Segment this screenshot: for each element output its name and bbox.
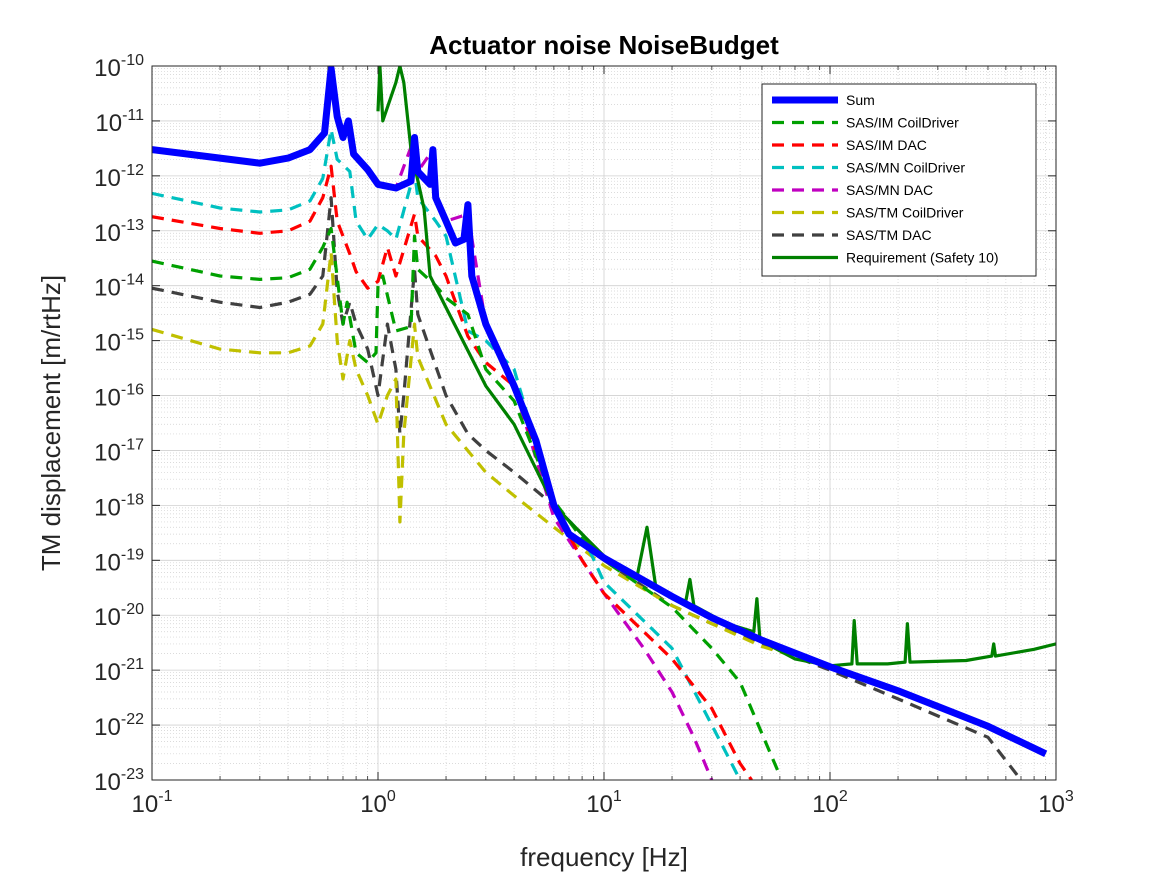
legend: Sum SAS/IM CoilDriver SAS/IM DAC SAS/MN Coi… [761, 83, 1037, 277]
y-tick-label-base: 10 [94, 714, 121, 741]
y-tick-label: 10-10 [94, 52, 144, 82]
y-tick-label: 10-20 [94, 601, 144, 631]
x-tick-label-exponent: 2 [839, 788, 848, 805]
x-tick-label: 100 [360, 788, 396, 818]
x-tick-label-base: 10 [360, 791, 387, 818]
y-tick-label-base: 10 [94, 220, 121, 247]
y-tick-label-exponent: -14 [121, 272, 144, 289]
x-tick-label-exponent: 1 [613, 788, 622, 805]
x-tick-label-base: 10 [1038, 791, 1065, 818]
y-tick-label-exponent: -22 [121, 711, 144, 728]
series-line-sas-im-dac [152, 164, 753, 780]
y-tick-label-base: 10 [94, 439, 121, 466]
legend-label: SAS/IM CoilDriver [846, 115, 959, 131]
y-tick-label-exponent: -10 [121, 52, 144, 69]
y-tick-label: 10-15 [94, 327, 144, 357]
y-tick-label-exponent: -23 [121, 766, 144, 783]
y-tick-label-base: 10 [94, 549, 121, 576]
x-tick-label-exponent: 3 [1065, 788, 1074, 805]
legend-box [761, 83, 1037, 277]
y-tick-label-exponent: -16 [121, 382, 144, 399]
legend-label: SAS/TM CoilDriver [846, 205, 964, 221]
y-tick-label: 10-13 [94, 217, 144, 247]
series-line-sas-tm-coildriver [152, 251, 1047, 756]
legend-label: SAS/IM DAC [846, 137, 927, 153]
minor-grid [152, 66, 1056, 780]
y-tick-label-base: 10 [94, 55, 121, 82]
legend-label: Sum [846, 92, 875, 108]
y-tick-label-exponent: -18 [121, 491, 144, 508]
y-axis-label: TM displacement [m/rtHz] [36, 275, 66, 571]
x-tick-label: 101 [586, 788, 622, 818]
y-tick-label-base: 10 [94, 604, 121, 631]
y-tick-label: 10-14 [94, 272, 144, 302]
y-tick-label-exponent: -15 [121, 327, 144, 344]
series-layer [152, 66, 1056, 780]
y-tick-label-base: 10 [95, 110, 122, 137]
x-tick-label-exponent: -1 [158, 788, 172, 805]
y-tick-label-exponent: -17 [121, 436, 144, 453]
legend-label: Requirement (Safety 10) [846, 250, 999, 266]
series-line-sum [152, 66, 1048, 757]
y-tick-label: 10-11 [95, 107, 144, 137]
y-tick-label-exponent: -13 [121, 217, 144, 234]
y-tick-label: 10-18 [94, 491, 144, 521]
y-tick-label-base: 10 [94, 659, 121, 686]
y-tick-label: 10-17 [94, 436, 144, 466]
x-tick-label: 103 [1038, 788, 1074, 818]
y-tick-label-base: 10 [94, 330, 121, 357]
legend-label: SAS/MN DAC [846, 182, 933, 198]
y-tick-label: 10-19 [94, 546, 144, 576]
y-tick-label-base: 10 [94, 769, 121, 796]
x-axis-label: frequency [Hz] [520, 842, 688, 872]
y-tick-label-exponent: -20 [121, 601, 144, 618]
x-tick-label-exponent: 0 [387, 788, 396, 805]
y-tick-label-exponent: -21 [121, 656, 144, 673]
y-tick-label: 10-22 [94, 711, 144, 741]
y-tick-label-exponent: -11 [122, 107, 144, 124]
y-tick-label-base: 10 [94, 385, 121, 412]
axis-ticks [151, 65, 1057, 781]
legend-label: SAS/MN CoilDriver [846, 160, 965, 176]
y-tick-label-exponent: -12 [121, 162, 144, 179]
x-tick-labels: 10-1 100 101 102 103 [132, 788, 1074, 818]
legend-label: SAS/TM DAC [846, 227, 932, 243]
y-tick-label: 10-12 [94, 162, 144, 192]
y-tick-label-exponent: -19 [121, 546, 144, 563]
y-tick-labels: 10-1010-1110-1210-1310-1410-1510-1610-17… [94, 52, 144, 796]
y-tick-label: 10-16 [94, 382, 144, 412]
x-tick-label-base: 10 [132, 791, 159, 818]
x-tick-label: 10-1 [132, 788, 173, 818]
y-tick-label-base: 10 [94, 275, 121, 302]
y-tick-label: 10-21 [94, 656, 144, 686]
x-tick-label-base: 10 [586, 791, 613, 818]
y-tick-label-base: 10 [94, 494, 121, 521]
x-tick-label-base: 10 [812, 791, 839, 818]
series-line-requirement-safety-10 [376, 66, 1056, 668]
y-tick-label-base: 10 [94, 165, 121, 192]
x-tick-label: 102 [812, 788, 848, 818]
y-tick-label: 10-23 [94, 766, 144, 796]
chart-title: Actuator noise NoiseBudget [429, 30, 779, 60]
